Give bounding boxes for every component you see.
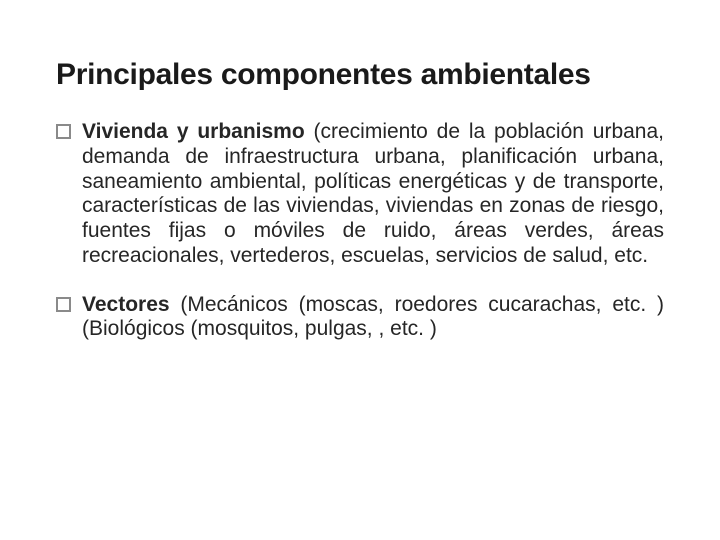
bullet-term: Vivienda y urbanismo xyxy=(82,120,305,143)
bullet-item: Vectores (Mecánicos (moscas, roedores cu… xyxy=(56,293,664,343)
slide-title: Principales componentes ambientales xyxy=(56,58,664,92)
bullet-item: Vivienda y urbanismo (crecimiento de la … xyxy=(56,120,664,269)
bullet-term: Vectores xyxy=(82,293,170,316)
square-bullet-icon xyxy=(56,124,71,139)
bullet-rest: (Mecánicos (moscas, roedores cucarachas,… xyxy=(82,293,664,341)
square-bullet-icon xyxy=(56,297,71,312)
